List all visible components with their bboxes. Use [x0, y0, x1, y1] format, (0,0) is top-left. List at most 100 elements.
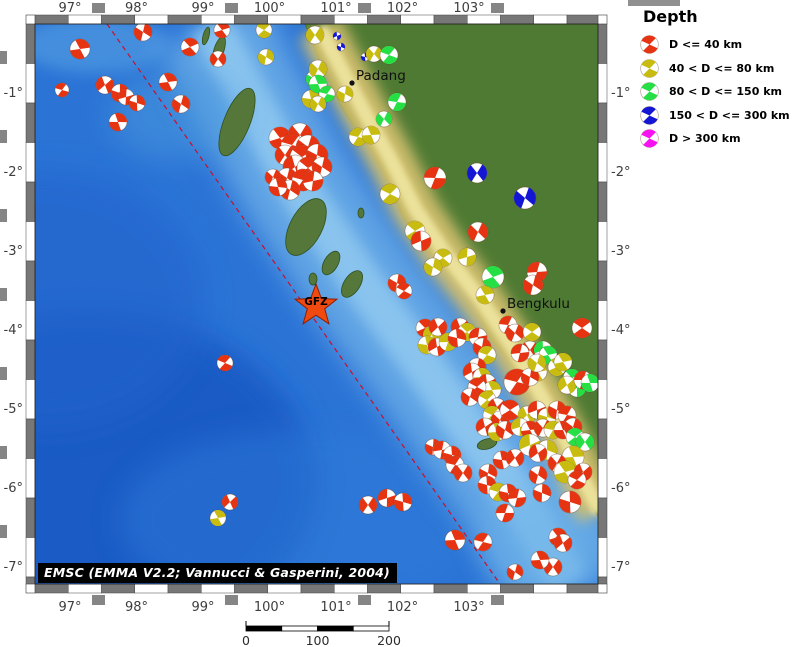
scale-bar-label: 200 — [377, 633, 401, 647]
gfz-star — [293, 282, 339, 325]
legend-beachball-icon — [640, 106, 659, 125]
lat-label-right: -6° — [611, 481, 630, 496]
focal-mechanism-ball — [302, 170, 324, 192]
focal-mechanism-ball — [358, 495, 378, 515]
forearc-islands — [201, 26, 498, 450]
lat-label-left: -6° — [4, 481, 23, 496]
legend-title: Depth — [643, 7, 698, 26]
lon-label-bottom: 101° — [320, 600, 351, 615]
margin-tick — [491, 3, 504, 13]
legend-beachball-icon — [640, 35, 659, 54]
focal-mechanism-ball — [375, 110, 393, 128]
margin-tick — [0, 51, 7, 64]
focal-mechanism-ball — [444, 529, 466, 551]
focal-mechanism-ball — [506, 563, 524, 581]
focal-mechanism-ball — [505, 323, 525, 343]
focal-mechanism-ball — [336, 85, 354, 103]
focal-mechanism-ball — [379, 183, 401, 205]
legend-beachball-icon — [640, 59, 659, 78]
focal-mechanism-ball — [410, 230, 432, 252]
focal-mechanism-ball — [522, 322, 542, 342]
lon-label-bottom: 97° — [58, 600, 81, 615]
focal-mechanism-ball — [507, 488, 527, 508]
legend-item: 40 < D <= 80 km — [639, 57, 793, 81]
focal-mechanism-ball — [466, 162, 488, 184]
focal-mechanism-ball — [393, 492, 413, 512]
focal-mechanism-ball — [532, 483, 552, 503]
gfz-star-label: GFZ — [304, 296, 328, 308]
focal-mechanism-ball — [553, 533, 573, 553]
legend-item-label: 150 < D <= 300 km — [669, 108, 790, 122]
focal-mechanism-ball — [133, 24, 153, 42]
lon-label-bottom: 102° — [387, 600, 418, 615]
focal-mechanism-ball — [522, 274, 544, 296]
focal-mechanism-ball — [221, 493, 239, 511]
focal-mechanism-ball — [332, 31, 342, 41]
lat-label-right: -3° — [611, 244, 630, 259]
lat-label-left: -5° — [4, 402, 23, 417]
map-frame — [0, 3, 608, 605]
focal-mechanism-ball — [309, 95, 327, 113]
focal-mechanism-ball — [423, 257, 443, 277]
focal-mechanism-ball — [526, 261, 548, 283]
depth-legend-items: D <= 40 km 40 < D <= 80 km 80 < D <= 150 k… — [639, 33, 793, 151]
margin-tick — [0, 130, 7, 143]
focal-mechanism-ball — [499, 399, 521, 421]
lon-label-top: 103° — [453, 1, 484, 16]
focal-mechanism-ball — [575, 432, 595, 452]
focal-mechanism-ball — [530, 550, 550, 570]
scale-bar: 0 100 200 — [242, 621, 401, 647]
legend-beachball — [640, 129, 659, 148]
lat-label-right: -5° — [611, 402, 630, 417]
lon-label-bottom: 100° — [254, 600, 285, 615]
focal-mechanism-ball — [481, 265, 505, 289]
focal-mechanism-ball — [69, 38, 91, 60]
lat-label-right: -1° — [611, 86, 630, 101]
margin-tick — [225, 3, 238, 13]
lon-label-bottom: 99° — [191, 600, 214, 615]
focal-mechanism-ball — [158, 72, 178, 92]
focal-mechanism-ball — [318, 85, 336, 103]
margin-tick — [0, 446, 7, 459]
margin-tick — [358, 3, 371, 13]
focal-mechanism-ball — [128, 94, 146, 112]
focal-mechanism-ball — [460, 387, 480, 407]
city-marker — [349, 80, 355, 86]
city-label: Padang — [356, 68, 406, 84]
legend-beachball-icon — [640, 82, 659, 101]
lon-label-top: 101° — [320, 1, 351, 16]
focal-mechanism-ball — [453, 463, 473, 483]
lat-label-right: -7° — [611, 560, 630, 575]
focal-mechanism-ball — [216, 354, 234, 372]
margin-tick — [0, 525, 7, 538]
lon-label-bottom: 103° — [453, 600, 484, 615]
focal-mechanism-ball — [428, 317, 448, 337]
legend-item-label: D > 300 km — [669, 132, 741, 146]
depth-legend: Depth D <= 40 km 40 < D <= 80 km 80 < D <=… — [639, 5, 793, 151]
scale-bar-label: 0 — [242, 633, 250, 647]
lon-label-top: 102° — [387, 1, 418, 16]
focal-mechanism-ball — [557, 375, 577, 395]
lat-label-left: -2° — [4, 165, 23, 180]
legend-item: D <= 40 km — [639, 33, 793, 57]
focal-mechanism-ball — [423, 166, 447, 190]
focal-mechanism-ball — [475, 285, 495, 305]
legend-item: 150 < D <= 300 km — [639, 104, 793, 128]
lon-label-bottom: 98° — [125, 600, 148, 615]
focal-mechanism-ball — [571, 317, 593, 339]
margin-tick — [92, 595, 105, 605]
margin-tick — [0, 209, 7, 222]
focal-mechanism-ball — [171, 94, 191, 114]
focal-mechanism-ball — [108, 112, 128, 132]
focal-mechanism-ball — [361, 125, 381, 145]
focal-mechanism-ball — [558, 490, 582, 514]
focal-mechanism-ball — [513, 186, 537, 210]
window-edge-artifact — [628, 0, 680, 6]
focal-mechanism-ball — [336, 42, 346, 52]
focal-mechanism-ball — [379, 45, 399, 65]
legend-item-label: 40 < D <= 80 km — [669, 61, 775, 75]
focal-mechanism-ball — [473, 532, 493, 552]
focal-mechanism-ball — [495, 503, 515, 523]
lat-label-left: -4° — [4, 323, 23, 338]
